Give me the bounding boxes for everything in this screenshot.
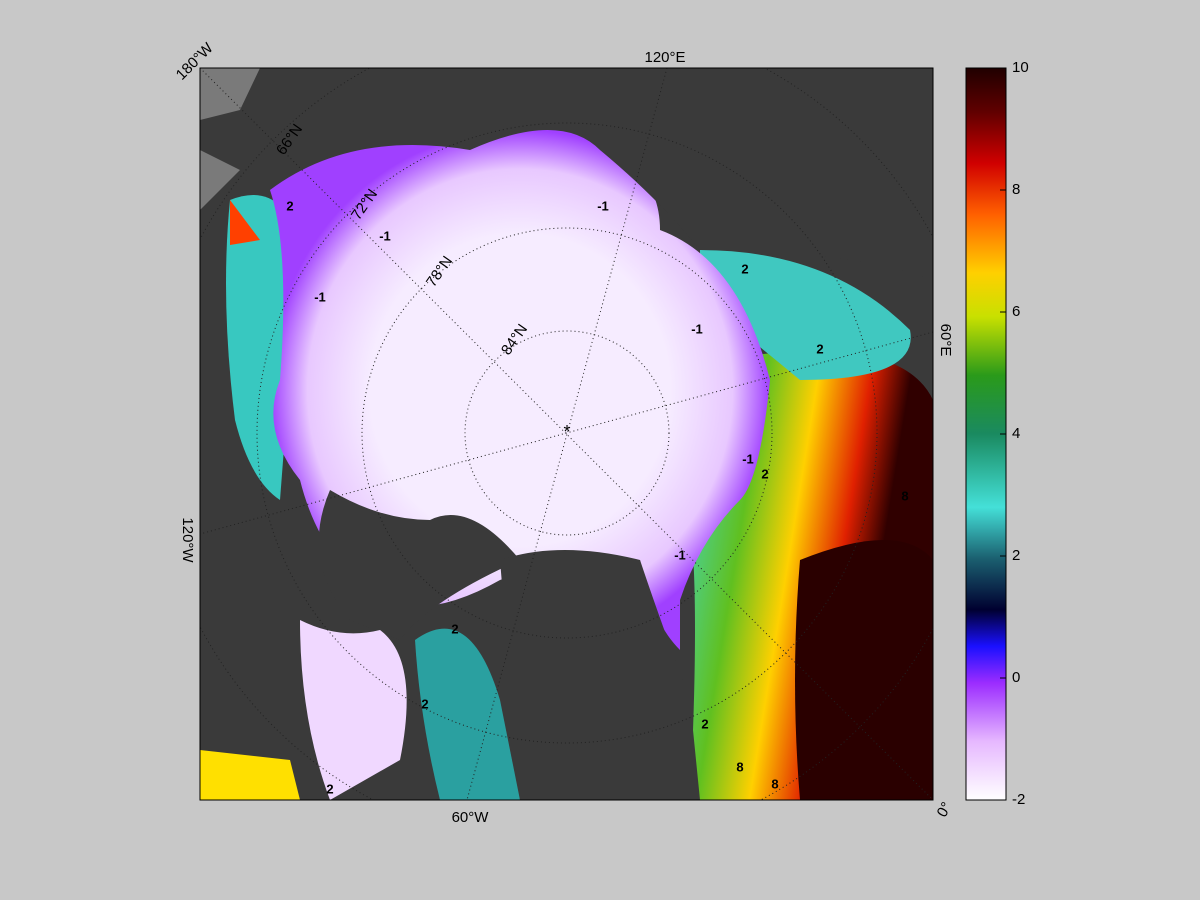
- contour-label: 2: [286, 198, 293, 213]
- longitude-label: 60°E: [937, 324, 954, 357]
- warm-water: [795, 540, 933, 800]
- contour-label: 8: [736, 759, 743, 774]
- longitude-label: 120°W: [179, 517, 196, 563]
- longitude-label: 60°W: [452, 809, 490, 826]
- baffin-bay: [415, 628, 520, 800]
- contour-label: -1: [674, 547, 686, 562]
- siberia: [600, 68, 933, 280]
- contour-label: 2: [816, 341, 823, 356]
- contour-label: 2: [701, 716, 708, 731]
- contour-label: 2: [761, 466, 768, 481]
- map-area: *: [200, 68, 933, 800]
- colorbar: [965, 67, 1007, 801]
- colorbar-tick-label: 6: [1012, 303, 1020, 320]
- colorbar-tick-label: 10: [1012, 59, 1029, 76]
- contour-label: 2: [326, 781, 333, 796]
- colorbar-tick-label: 2: [1012, 547, 1020, 564]
- warm-patch: [230, 200, 260, 245]
- colorbar-tick-label: 4: [1012, 425, 1020, 442]
- longitude-label: 120°E: [644, 49, 685, 66]
- contour-label: 8: [771, 776, 778, 791]
- longitude-label: 0°: [934, 799, 956, 820]
- contour-label: -1: [379, 228, 391, 243]
- channels: [300, 620, 407, 800]
- graticule: [200, 68, 933, 800]
- contour-label: -1: [691, 321, 703, 336]
- bering-water: [200, 750, 300, 800]
- contour-label: 2: [421, 696, 428, 711]
- contour-label: 8: [901, 488, 908, 503]
- contour-label: -1: [742, 451, 754, 466]
- contour-label: 2: [741, 261, 748, 276]
- contour-label: 2: [451, 621, 458, 636]
- contour-label: -1: [597, 198, 609, 213]
- colorbar-tick-label: 8: [1012, 181, 1020, 198]
- colorbar-tick-label: -2: [1012, 791, 1025, 808]
- colorbar-tick-label: 0: [1012, 669, 1020, 686]
- barents-sea: [700, 250, 911, 380]
- archipelago: [318, 490, 520, 640]
- pole-marker: *: [563, 422, 570, 442]
- land-shadow: [200, 68, 260, 210]
- greenland: [500, 550, 700, 800]
- map-frame: [199, 67, 934, 801]
- contour-label: -1: [314, 289, 326, 304]
